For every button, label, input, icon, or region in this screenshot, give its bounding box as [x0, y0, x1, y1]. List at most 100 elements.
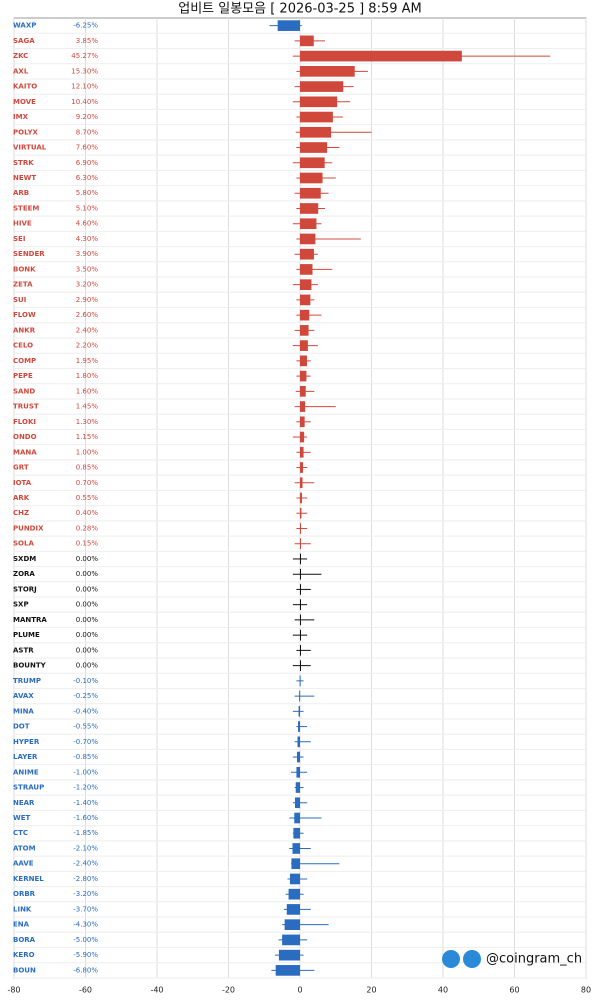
body [300, 431, 305, 443]
value-label: 0.70% [76, 479, 99, 487]
row-label: MOVE [13, 98, 36, 106]
value-label: 1.45% [76, 403, 99, 411]
body [300, 614, 301, 626]
body [300, 523, 302, 534]
value-label: 7.60% [76, 144, 99, 152]
value-label: -6.80% [73, 966, 98, 974]
row-label: SXDM [13, 555, 36, 563]
body [300, 386, 306, 397]
value-label: 0.40% [76, 509, 99, 517]
row-label: CHZ [13, 509, 29, 517]
value-label: 0.00% [76, 662, 99, 670]
value-label: 0.55% [76, 494, 99, 502]
row-label: POLYX [13, 128, 39, 136]
value-label: 0.00% [76, 570, 99, 578]
row-label: ANKR [13, 326, 36, 334]
row-label: SUI [13, 296, 26, 304]
row-label: TRUMP [13, 677, 41, 685]
row-label: BOUN [13, 966, 36, 974]
value-label: 1.95% [76, 357, 99, 365]
x-tick-label: 20 [366, 986, 376, 995]
body [300, 401, 306, 412]
value-label: 10.40% [71, 98, 98, 106]
body [300, 264, 313, 275]
value-label: -1.85% [73, 829, 98, 837]
row-label: STRK [13, 159, 34, 167]
body [300, 660, 301, 671]
row-label: AAVE [13, 860, 34, 868]
row-label: SAND [13, 387, 35, 395]
twitter-icon [442, 950, 460, 968]
body [300, 629, 301, 641]
x-tick-label: -20 [222, 986, 235, 995]
value-label: 45.27% [71, 52, 98, 60]
body [300, 599, 301, 610]
body [284, 919, 300, 930]
row-label: AVAX [13, 692, 34, 700]
row-label: SEI [13, 235, 25, 243]
value-label: 2.60% [76, 311, 99, 319]
value-label: 0.00% [76, 646, 99, 654]
value-label: 2.20% [76, 342, 99, 350]
value-label: -0.55% [73, 723, 98, 731]
body [296, 751, 300, 763]
body [292, 843, 300, 854]
value-label: -0.40% [73, 707, 98, 715]
row-label: AXL [13, 67, 29, 75]
body [297, 736, 300, 748]
x-tick-label: 60 [509, 986, 519, 995]
value-label: 0.00% [76, 616, 99, 624]
x-tick-label: -60 [79, 986, 92, 995]
body [300, 294, 311, 306]
body [300, 446, 304, 458]
body [293, 827, 300, 839]
value-label: 1.80% [76, 372, 99, 380]
body [300, 35, 314, 47]
row-label: ASTR [13, 646, 34, 654]
x-tick-label: 0 [297, 986, 302, 995]
value-label: 0.00% [76, 601, 99, 609]
body [295, 782, 300, 793]
row-label: CTC [13, 829, 28, 837]
body [300, 111, 333, 123]
body [298, 721, 300, 732]
value-label: 1.30% [76, 418, 99, 426]
value-label: -5.00% [73, 936, 98, 944]
body [288, 888, 300, 900]
body [300, 568, 301, 580]
body [300, 477, 303, 489]
body [289, 873, 300, 885]
row-label: BOUNTY [13, 662, 47, 670]
row-label: HIVE [13, 220, 32, 228]
value-label: 0.00% [76, 631, 99, 639]
value-label: -4.30% [73, 921, 98, 929]
value-label: 15.30% [71, 67, 98, 75]
value-label: -2.40% [73, 860, 98, 868]
value-label: 0.85% [76, 464, 99, 472]
value-label: -0.70% [73, 738, 98, 746]
row-label: GRT [13, 464, 29, 472]
value-label: -1.40% [73, 799, 98, 807]
row-label: WAXP [13, 22, 36, 30]
row-label: BORA [13, 936, 36, 944]
body [300, 233, 316, 245]
row-label: COMP [13, 357, 36, 365]
row-label: SENDER [13, 250, 45, 258]
row-label: ZETA [13, 281, 33, 289]
value-label: 12.10% [71, 83, 98, 91]
body [299, 690, 301, 702]
body [298, 706, 300, 717]
value-label: 3.90% [76, 250, 99, 258]
body [300, 584, 301, 595]
body [300, 172, 323, 184]
row-label: LINK [13, 905, 32, 913]
value-label: -2.80% [73, 875, 98, 883]
body [291, 858, 300, 870]
body [300, 538, 301, 550]
value-label: 9.20% [76, 113, 99, 121]
row-label: NEAR [13, 799, 35, 807]
body [300, 142, 328, 153]
row-label: KERO [13, 951, 35, 959]
body [275, 965, 300, 976]
row-label: TRUST [13, 403, 39, 411]
